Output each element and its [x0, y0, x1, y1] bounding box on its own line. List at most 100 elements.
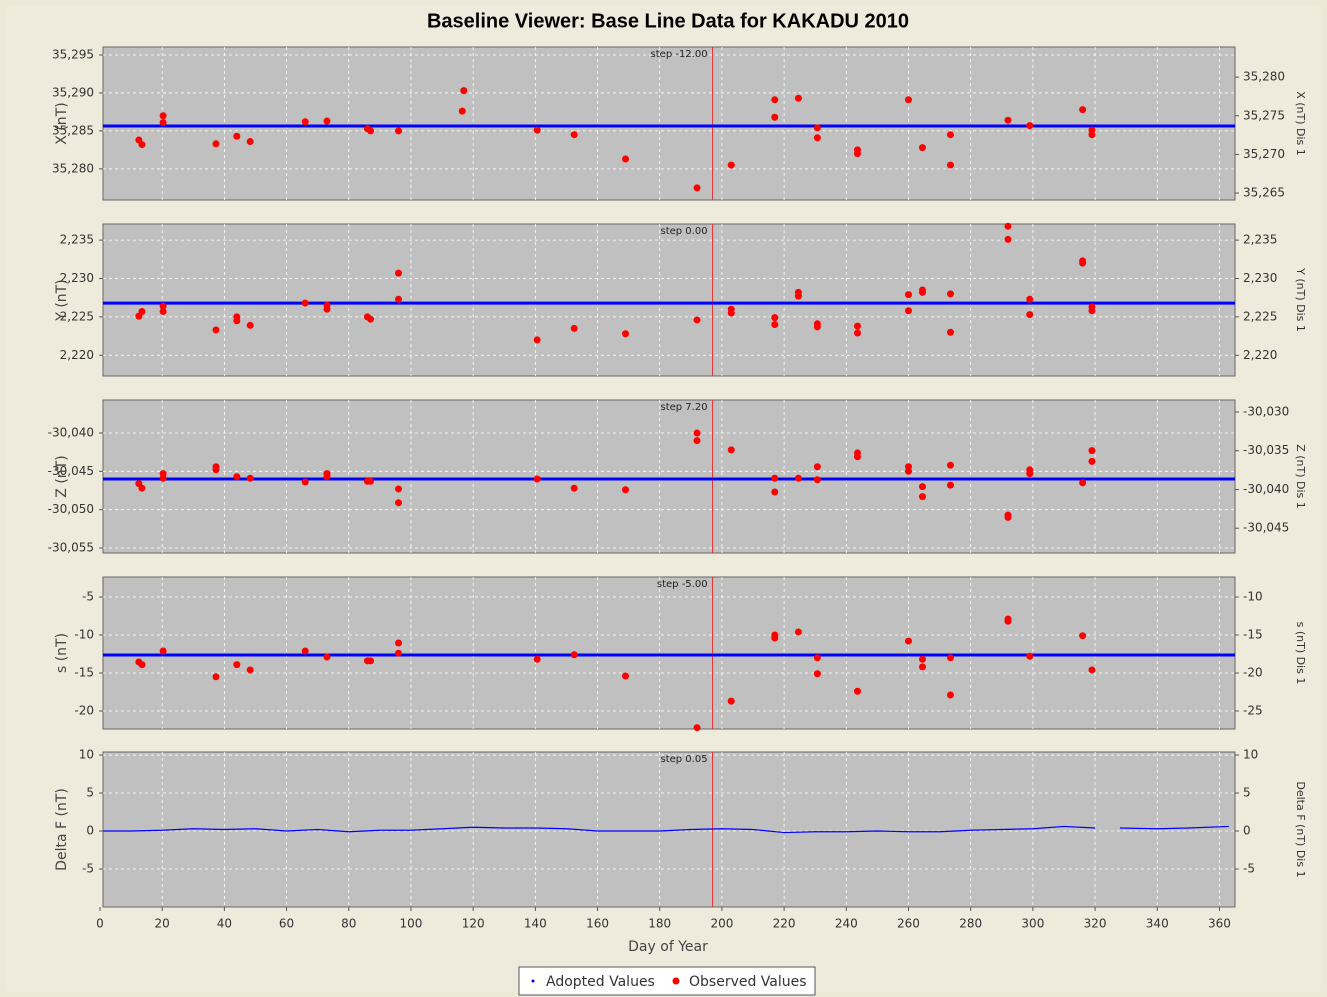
- observed-point: [301, 299, 309, 307]
- step-label: step 0.00: [661, 226, 708, 237]
- observed-point: [813, 134, 821, 142]
- x-tick-label: 100: [400, 917, 423, 931]
- observed-point: [693, 437, 701, 445]
- y2-tick-label: -30,040: [1243, 482, 1289, 496]
- observed-point: [323, 653, 331, 661]
- y-axis-label: Delta F (nT): [54, 788, 70, 871]
- y2-tick-label: -30,045: [1243, 521, 1289, 535]
- observed-point: [853, 150, 861, 158]
- y-tick-label: 10: [79, 748, 94, 762]
- x-axis-label: Day of Year: [628, 939, 708, 955]
- observed-point: [918, 483, 926, 491]
- observed-point: [946, 481, 954, 489]
- observed-point: [212, 673, 220, 681]
- observed-point: [622, 330, 630, 338]
- observed-point: [794, 474, 802, 482]
- x-tick-label: 20: [155, 917, 170, 931]
- y2-tick-label: 10: [1243, 748, 1258, 762]
- y2-axis-label: Y (nT) Dis 1: [1294, 267, 1307, 332]
- observed-point: [771, 634, 779, 642]
- observed-point: [946, 691, 954, 699]
- observed-point: [395, 269, 403, 277]
- observed-point: [395, 639, 403, 647]
- y-axis-label: X (nT): [54, 102, 70, 144]
- observed-point: [246, 666, 254, 674]
- y2-tick-label: 35,275: [1243, 108, 1285, 122]
- observed-point: [946, 131, 954, 139]
- y2-tick-label: -20: [1243, 665, 1263, 679]
- x-tick-label: 40: [217, 917, 232, 931]
- observed-point: [301, 478, 309, 486]
- observed-point: [1026, 311, 1034, 319]
- observed-point: [323, 473, 331, 481]
- observed-point: [727, 697, 735, 705]
- y2-tick-label: -15: [1243, 627, 1263, 641]
- observed-point: [622, 486, 630, 494]
- y-tick-label: -20: [74, 703, 94, 717]
- y-tick-label: -5: [82, 589, 94, 603]
- observed-point: [1088, 447, 1096, 455]
- observed-point: [813, 670, 821, 678]
- observed-point: [570, 131, 578, 139]
- observed-point: [727, 161, 735, 169]
- observed-point: [233, 132, 241, 140]
- observed-point: [918, 663, 926, 671]
- y2-axis-label: X (nT) Dis 1: [1294, 91, 1307, 156]
- plot-area: [102, 46, 1236, 201]
- observed-point: [693, 316, 701, 324]
- chart-title: Baseline Viewer: Base Line Data for KAKA…: [427, 10, 909, 32]
- y-axis-label: s (nT): [54, 633, 70, 673]
- x-tick-label: 60: [279, 917, 294, 931]
- observed-point: [301, 647, 309, 655]
- step-label: step 0.05: [661, 754, 708, 765]
- observed-point: [918, 655, 926, 663]
- observed-point: [212, 326, 220, 334]
- y2-axis-label: Z (nT) Dis 1: [1294, 444, 1307, 509]
- y-tick-label: -5: [82, 862, 94, 876]
- observed-point: [367, 477, 375, 485]
- y-tick-label: 5: [86, 786, 94, 800]
- step-label: step -5.00: [657, 579, 708, 590]
- observed-point: [159, 119, 167, 127]
- observed-point: [1088, 131, 1096, 139]
- x-tick-label: 180: [648, 917, 671, 931]
- y-tick-label: -30,055: [48, 541, 94, 555]
- observed-point: [395, 127, 403, 135]
- observed-point: [813, 463, 821, 471]
- x-tick-label: 140: [524, 917, 547, 931]
- observed-point: [813, 654, 821, 662]
- observed-point: [904, 96, 912, 104]
- observed-point: [693, 429, 701, 437]
- observed-point: [233, 661, 241, 669]
- observed-point: [904, 307, 912, 315]
- y2-tick-label: -5: [1243, 862, 1255, 876]
- observed-point: [727, 305, 735, 313]
- observed-point: [771, 96, 779, 104]
- observed-point: [1004, 235, 1012, 243]
- y-tick-label: 35,285: [52, 123, 94, 137]
- legend-label: Adopted Values: [546, 974, 655, 990]
- observed-point: [533, 655, 541, 663]
- legend-box: [518, 966, 816, 996]
- observed-point: [570, 324, 578, 332]
- observed-point: [138, 141, 146, 149]
- observed-point: [138, 661, 146, 669]
- observed-point: [794, 94, 802, 102]
- x-tick-label: 80: [341, 917, 356, 931]
- observed-point: [622, 672, 630, 680]
- observed-point: [246, 321, 254, 329]
- observed-point: [460, 87, 468, 95]
- y-tick-label: 35,280: [52, 161, 94, 175]
- observed-point: [1088, 457, 1096, 465]
- observed-point: [771, 113, 779, 121]
- observed-point: [794, 628, 802, 636]
- observed-point: [771, 488, 779, 496]
- observed-point: [1004, 513, 1012, 521]
- plot-area: [102, 576, 1236, 730]
- observed-point: [395, 649, 403, 657]
- x-tick-label: 320: [1084, 917, 1107, 931]
- x-tick-label: 120: [462, 917, 485, 931]
- y-tick-label: -15: [74, 665, 94, 679]
- x-tick-label: 360: [1208, 917, 1231, 931]
- observed-point: [159, 112, 167, 120]
